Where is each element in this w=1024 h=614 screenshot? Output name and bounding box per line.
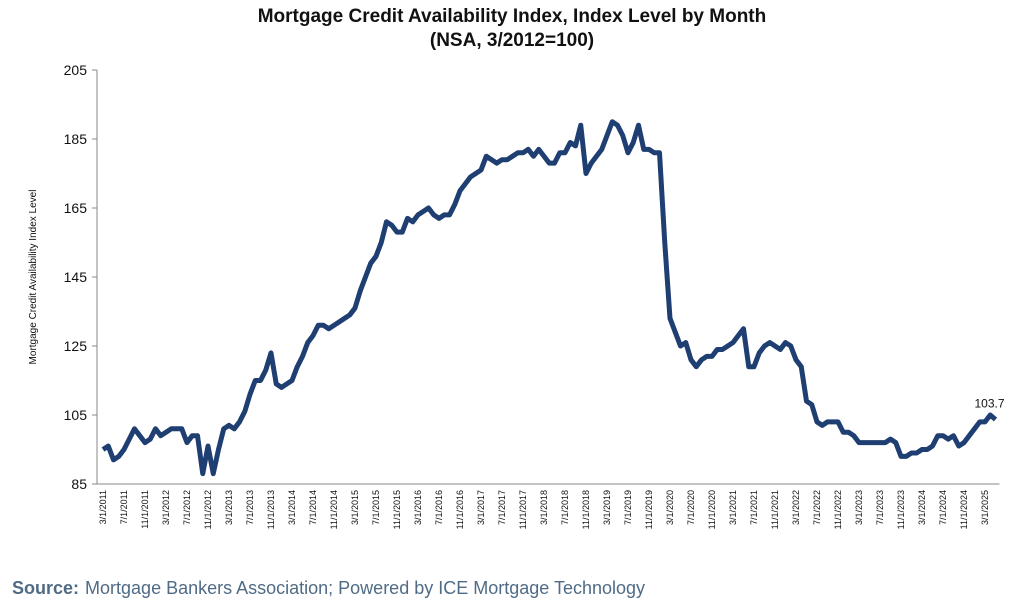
y-tick-label: 105	[64, 407, 88, 423]
x-tick-label: 3/1/2013	[224, 490, 234, 525]
y-tick-label: 185	[64, 131, 88, 147]
x-tick-label: 3/1/2015	[350, 490, 360, 525]
x-tick-label: 7/1/2018	[560, 490, 570, 525]
x-tick-label: 7/1/2015	[371, 490, 381, 525]
x-tick-label: 11/1/2022	[833, 490, 843, 529]
x-tick-label: 11/1/2021	[770, 490, 780, 529]
y-tick-label: 145	[64, 269, 88, 285]
x-tick-label: 11/1/2013	[266, 490, 276, 529]
x-tick-label: 11/1/2023	[896, 490, 906, 529]
x-tick-label: 11/1/2014	[329, 490, 339, 529]
source: Source: Mortgage Bankers Association; Pow…	[12, 578, 645, 598]
x-tick-label: 11/1/2016	[455, 490, 465, 529]
x-tick-label: 3/1/2025	[980, 490, 990, 525]
y-tick-label: 85	[71, 476, 87, 492]
x-tick-label: 7/1/2020	[686, 490, 696, 525]
x-tick-label: 11/1/2015	[392, 490, 402, 529]
x-tick-label: 3/1/2012	[161, 490, 171, 525]
x-tick-label: 3/1/2020	[665, 490, 675, 525]
x-tick-label: 7/1/2023	[875, 490, 885, 525]
x-tick-label: 11/1/2018	[581, 490, 591, 529]
x-tick-label: 7/1/2016	[434, 490, 444, 525]
x-tick-label: 11/1/2011	[140, 490, 150, 529]
x-tick-label: 7/1/2011	[119, 490, 129, 524]
y-tick-label: 165	[64, 200, 88, 216]
x-tick-label: 3/1/2018	[539, 490, 549, 525]
x-tick-label: 11/1/2019	[644, 490, 654, 529]
source-text: Mortgage Bankers Association; Powered by…	[85, 578, 645, 598]
y-tick-label: 205	[64, 62, 88, 78]
x-tick-label: 7/1/2014	[308, 490, 318, 525]
x-tick-label: 11/1/2024	[959, 490, 969, 529]
x-tick-label: 3/1/2011	[98, 490, 108, 524]
x-tick-label: 11/1/2020	[707, 490, 717, 529]
x-tick-label: 7/1/2022	[812, 490, 822, 525]
x-tick-label: 7/1/2017	[497, 490, 507, 525]
chart-title: Mortgage Credit Availability Index, Inde…	[258, 6, 767, 27]
data-label: 103.7	[974, 396, 1004, 410]
x-tick-label: 3/1/2022	[791, 490, 801, 525]
x-tick-label: 11/1/2017	[518, 490, 528, 529]
y-axis-label: Mortgage Credit Availability Index Level	[28, 190, 39, 365]
x-tick-label: 11/1/2012	[203, 490, 213, 529]
x-tick-label: 7/1/2021	[749, 490, 759, 525]
x-tick-label: 3/1/2014	[287, 490, 297, 525]
x-tick-label: 3/1/2024	[917, 490, 927, 525]
x-tick-label: 3/1/2016	[413, 490, 423, 525]
y-tick-label: 125	[64, 338, 88, 354]
x-tick-label: 7/1/2012	[182, 490, 192, 525]
x-tick-label: 3/1/2021	[728, 490, 738, 525]
x-tick-label: 3/1/2019	[602, 490, 612, 525]
source-label: Source:	[12, 578, 79, 598]
x-tick-label: 3/1/2023	[854, 490, 864, 525]
x-tick-label: 7/1/2019	[623, 490, 633, 525]
chart-subtitle: (NSA, 3/2012=100)	[430, 30, 594, 51]
x-tick-label: 7/1/2024	[938, 490, 948, 525]
x-tick-label: 3/1/2017	[476, 490, 486, 525]
x-tick-label: 7/1/2013	[245, 490, 255, 525]
index-line	[101, 119, 998, 477]
